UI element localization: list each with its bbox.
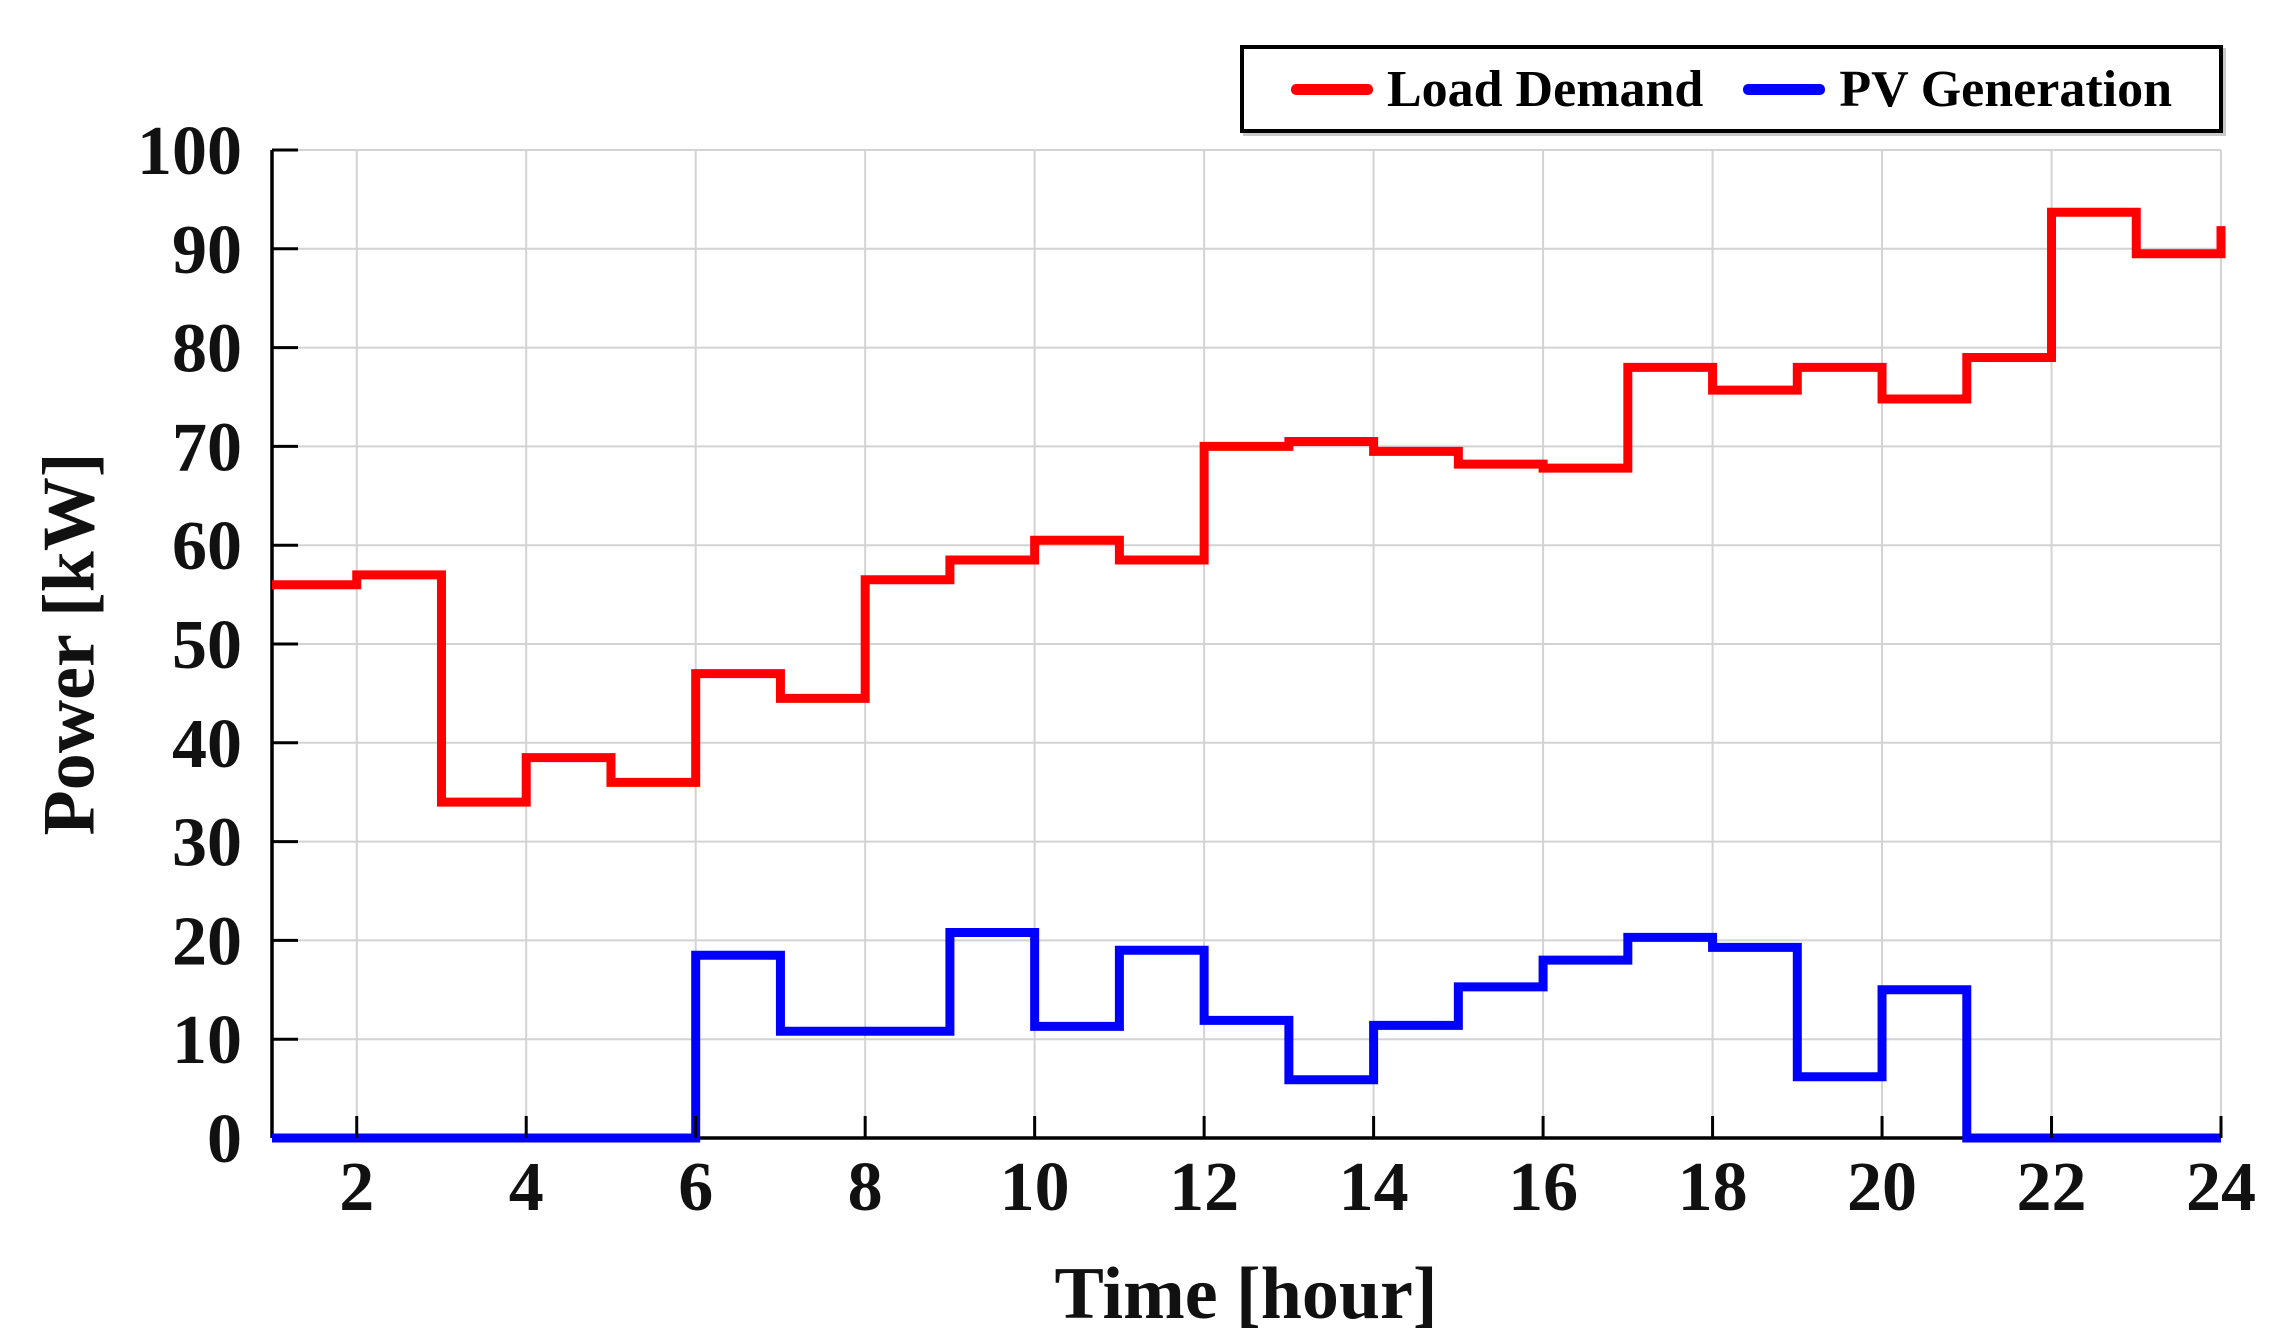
y-tick-label: 80 bbox=[172, 311, 242, 388]
legend-item-load-demand: Load Demand bbox=[1290, 60, 1704, 119]
y-tick-label: 70 bbox=[172, 409, 242, 486]
x-tick-label: 2 bbox=[339, 1149, 374, 1226]
x-tick-label: 16 bbox=[1508, 1149, 1578, 1226]
load-demand-line-swatch bbox=[1290, 83, 1373, 95]
x-tick-label: 12 bbox=[1169, 1149, 1239, 1226]
y-tick-label: 50 bbox=[172, 607, 242, 684]
legend-item-pv-generation: PV Generation bbox=[1743, 60, 2172, 119]
y-tick-label: 60 bbox=[172, 508, 242, 585]
y-tick-label: 40 bbox=[172, 706, 242, 783]
pv-generation-line-swatch bbox=[1743, 83, 1826, 95]
x-tick-label: 14 bbox=[1339, 1149, 1409, 1226]
x-tick-label: 24 bbox=[2186, 1149, 2256, 1226]
y-tick-label: 100 bbox=[137, 113, 242, 190]
x-axis-label: Time [hour] bbox=[1054, 1253, 1438, 1335]
legend-label-load-demand: Load Demand bbox=[1386, 60, 1704, 118]
y-tick-label: 90 bbox=[172, 212, 242, 289]
x-tick-label: 4 bbox=[509, 1149, 544, 1226]
x-tick-label: 22 bbox=[2017, 1149, 2087, 1226]
legend: Load Demand PV Generation bbox=[1240, 45, 2223, 133]
y-tick-label: 30 bbox=[172, 805, 242, 882]
y-axis-label: Power [kW] bbox=[28, 452, 111, 836]
x-tick-label: 20 bbox=[1847, 1149, 1917, 1226]
pv-generation-line bbox=[272, 927, 2221, 1143]
y-tick-label: 20 bbox=[172, 903, 242, 980]
load-demand-line bbox=[272, 207, 2226, 807]
x-tick-label: 8 bbox=[848, 1149, 883, 1226]
y-tick-label: 0 bbox=[207, 1101, 242, 1178]
x-tick-label: 18 bbox=[1678, 1149, 1748, 1226]
x-tick-label: 10 bbox=[1000, 1149, 1070, 1226]
y-tick-label: 10 bbox=[172, 1002, 242, 1079]
legend-label-pv-generation: PV Generation bbox=[1839, 60, 2173, 118]
x-tick-label: 6 bbox=[678, 1149, 713, 1226]
